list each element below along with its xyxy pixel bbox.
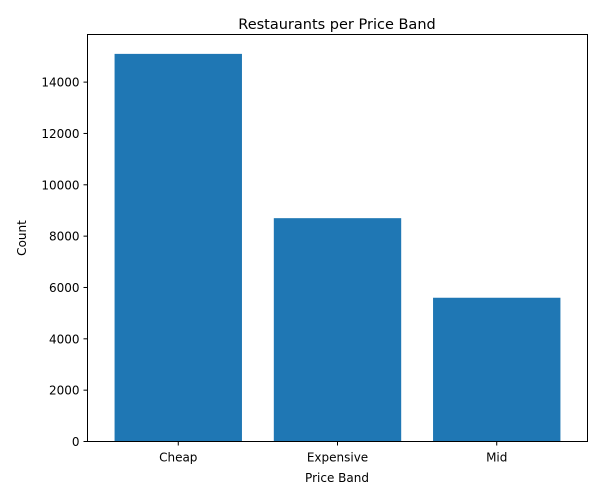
y-tick-label: 8000	[49, 230, 80, 244]
bar-group	[114, 53, 561, 442]
y-tick-label: 4000	[49, 332, 80, 346]
x-axis-title: Price Band	[305, 471, 369, 485]
x-tick-label: Mid	[486, 451, 507, 465]
y-tick-label: 10000	[41, 178, 79, 192]
x-tick-label: Cheap	[159, 451, 197, 465]
y-axis: 0 2000 4000 6000 8000 10000 12000 14000	[41, 76, 88, 449]
x-tick-label: Expensive	[307, 451, 368, 465]
chart-title: Restaurants per Price Band	[238, 17, 435, 33]
bar-mid	[433, 297, 561, 442]
y-axis-title: Count	[15, 220, 29, 256]
y-tick-label: 6000	[49, 281, 80, 295]
bar-cheap	[114, 53, 242, 442]
y-tick-label: 14000	[41, 76, 79, 90]
bar-expensive	[273, 218, 402, 442]
y-tick-label: 12000	[41, 127, 79, 141]
x-axis: Cheap Expensive Mid	[159, 441, 507, 465]
y-tick-label: 2000	[49, 384, 80, 398]
y-tick-label: 0	[72, 435, 80, 449]
